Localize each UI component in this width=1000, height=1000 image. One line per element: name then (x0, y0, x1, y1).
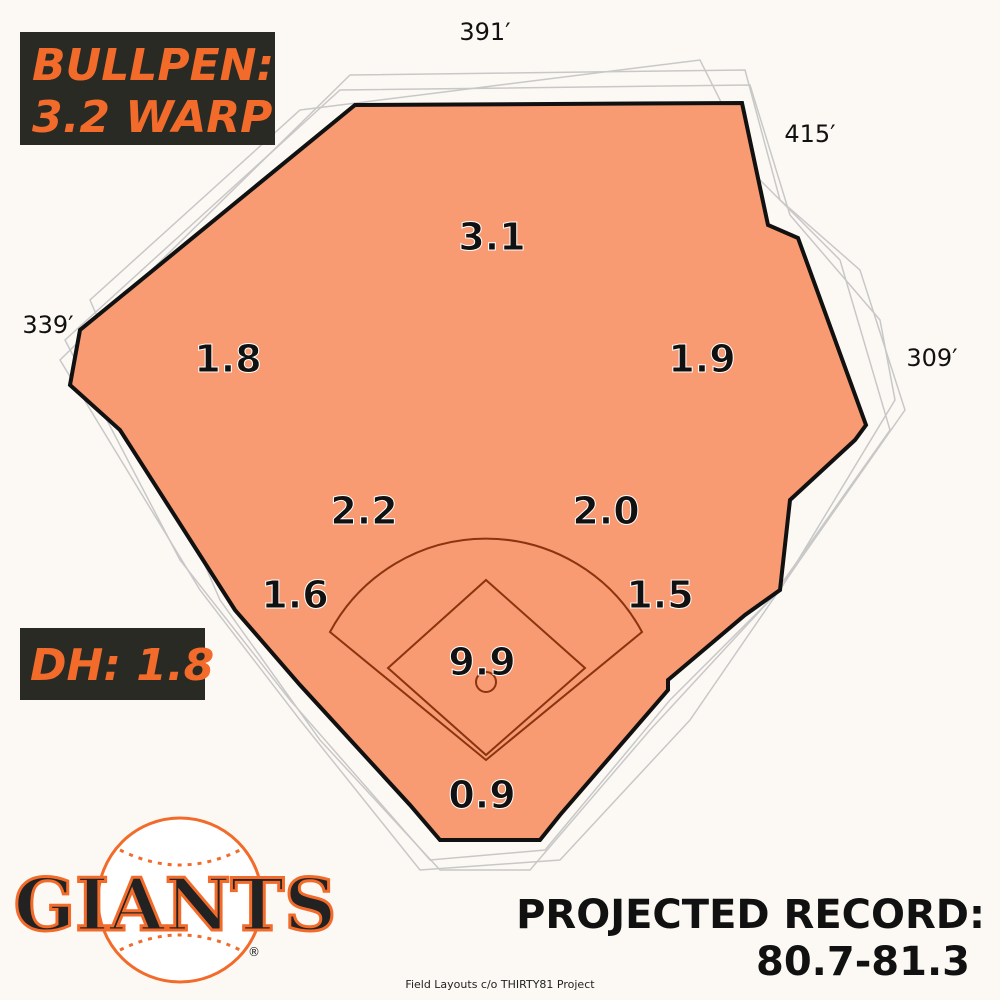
distance-label: 309′ (906, 344, 957, 372)
position-value: 2.0 (572, 489, 639, 533)
logo-mark: ® (248, 945, 260, 959)
position-value: 2.2 (330, 489, 397, 533)
position-value: 3.1 (458, 215, 525, 259)
position-value: 1.5 (626, 573, 693, 617)
position-value: 0.9 (448, 773, 515, 817)
infield (328, 537, 644, 762)
position-values: 3.1 1.8 1.9 2.2 2.0 1.6 1.5 9.9 0.9 (194, 215, 736, 818)
position-value: 1.8 (194, 337, 261, 381)
dh-box (20, 628, 205, 700)
record-value: 80.7-81.3 (756, 939, 970, 985)
bullpen-value: 3.2 WARP (32, 92, 272, 143)
logo: GIANTS ® (12, 816, 338, 984)
dh-value: DH: 1.8 (30, 640, 214, 691)
position-value: 9.9 (448, 640, 515, 684)
position-value: 1.9 (668, 337, 735, 381)
field (67, 100, 869, 842)
position-value: 1.6 (261, 573, 328, 617)
distance-label: 415′ (784, 120, 835, 148)
logo-text: GIANTS (14, 862, 336, 947)
record-label: PROJECTED RECORD: (516, 892, 985, 938)
bullpen-box (20, 32, 275, 145)
credit: Field Layouts c/o THIRTY81 Project (405, 978, 595, 991)
distances: 391′ 415′ 339′ 309′ (22, 18, 957, 372)
bullpen-label: BULLPEN: (32, 40, 274, 91)
distance-label: 391′ (459, 18, 510, 46)
distance-label: 339′ (22, 311, 73, 339)
